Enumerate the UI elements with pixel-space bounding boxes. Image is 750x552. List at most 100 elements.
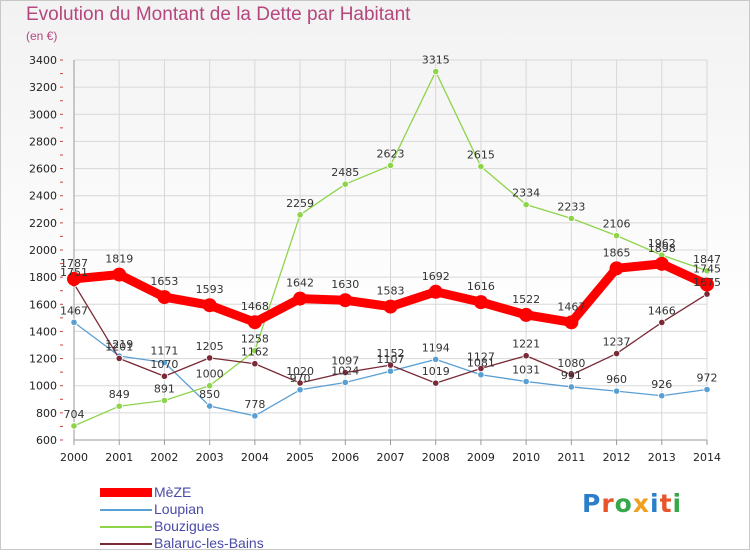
data-label-bouzigues: 1847 [693,253,721,266]
logo-letter: o [614,489,633,518]
data-point-loupian [251,412,259,420]
data-point-m-ze [609,261,624,276]
y-tick-label: 3000 [29,108,57,121]
chart-title: Evolution du Montant de la Dette par Hab… [26,4,411,25]
data-label-loupian: 1467 [60,304,88,317]
data-point-bouzigues [522,201,530,209]
data-label-m-ze: 1865 [603,246,631,259]
y-tick-label: 2200 [29,217,57,230]
data-label-bouzigues: 1000 [196,368,224,381]
y-tick-label: 2400 [29,190,57,203]
data-point-loupian [658,392,666,400]
data-label-m-ze: 1787 [60,257,88,270]
data-point-balaruc-les-bains [432,379,440,387]
data-point-bouzigues [477,162,485,171]
legend-entry-balaruc: Balaruc-les-Bains [100,535,360,552]
data-point-balaruc-les-bains [206,354,214,362]
data-label-balaruc-les-bains: 1751 [60,266,88,279]
data-label-balaruc-les-bains: 1237 [603,336,631,349]
data-label-loupian: 1031 [512,364,540,377]
legend-label-bouzigues: Bouzigues [154,518,220,534]
x-tick-label: 2010 [512,451,540,464]
data-point-m-ze [428,284,443,299]
logo-letter: P [582,489,602,518]
data-point-bouzigues [703,267,711,275]
data-label-loupian: 1107 [377,353,405,366]
data-point-loupian [477,371,485,379]
data-label-bouzigues: 849 [109,388,130,401]
data-label-balaruc-les-bains: 1201 [105,340,133,353]
data-point-loupian [386,367,395,375]
data-point-loupian [341,378,349,387]
axes: 600 800 1000 1200 1400 1600 1800 2000 2200 2400 26… [29,54,721,464]
data-label-m-ze: 1467 [557,300,585,313]
legend-entry-meze: MèZE [100,484,360,501]
data-point-loupian [612,387,621,395]
x-tick-label: 2000 [60,451,88,464]
data-label-bouzigues: 891 [154,383,175,396]
logo-letter: i [672,489,683,518]
logo-letter: i [650,489,660,518]
data-point-m-ze [338,293,353,308]
y-tick-label: 1400 [29,325,57,338]
data-label-loupian: 1024 [331,364,359,377]
x-tick-label: 2006 [331,451,359,464]
y-tick-label: 1800 [29,271,57,284]
data-point-balaruc-les-bains [296,379,304,387]
data-label-m-ze: 1898 [648,242,676,255]
data-label-bouzigues: 2623 [377,147,405,160]
x-tick-label: 2012 [603,451,631,464]
data-point-balaruc-les-bains [567,371,575,379]
data-point-bouzigues [612,232,621,240]
x-tick-label: 2007 [377,451,405,464]
data-point-balaruc-les-bains [251,360,259,368]
data-point-balaruc-les-bains [703,290,711,298]
data-label-bouzigues: 3315 [422,54,450,67]
legend-entry-bouzigues: Bouzigues [100,518,360,535]
y-tick-label: 2600 [29,163,57,176]
data-point-m-ze [473,295,488,310]
data-label-bouzigues: 2334 [512,187,540,200]
data-point-m-ze [202,298,217,313]
data-point-loupian [522,377,530,386]
data-point-m-ze [112,267,127,282]
x-tick-label: 2014 [693,451,721,464]
chart-subtitle: (en €) [26,29,58,43]
data-label-balaruc-les-bains: 1070 [150,358,178,371]
legend-entry-loupian: Loupian [100,501,360,518]
data-point-loupian [296,386,304,394]
y-tick-label: 1200 [29,353,57,366]
data-point-m-ze [700,277,714,292]
data-label-loupian: 972 [697,372,718,385]
x-tick-label: 2009 [467,451,495,464]
x-tick-label: 2011 [557,451,585,464]
legend-label-meze: MèZE [154,484,192,500]
data-label-balaruc-les-bains: 1152 [377,347,405,360]
data-label-bouzigues: 2106 [603,218,631,231]
y-tick-label: 2800 [29,135,57,148]
data-point-bouzigues [386,161,395,170]
data-label-m-ze: 1468 [241,300,269,313]
data-point-m-ze [293,291,308,306]
y-tick-label: 1600 [29,298,57,311]
data-label-loupian: 1194 [422,341,450,354]
data-point-balaruc-les-bains [658,318,666,327]
logo-letter: t [659,489,673,518]
data-label-loupian: 1081 [467,357,495,370]
data-point-balaruc-les-bains [612,349,621,358]
data-point-m-ze [67,271,81,286]
data-label-loupian: 1171 [150,345,178,358]
legend-swatch-loupian [100,509,152,511]
legend-swatch-bouzigues [100,526,152,528]
data-point-bouzigues [70,422,78,430]
data-point-m-ze [654,256,669,271]
data-point-loupian [432,355,440,363]
data-point-loupian [703,385,711,394]
data-point-m-ze [383,299,398,314]
data-label-bouzigues: 2615 [467,149,495,162]
data-label-loupian: 1219 [105,338,133,351]
data-point-loupian [70,318,78,326]
data-label-balaruc-les-bains: 1675 [693,276,721,289]
x-tick-label: 2008 [422,451,450,464]
